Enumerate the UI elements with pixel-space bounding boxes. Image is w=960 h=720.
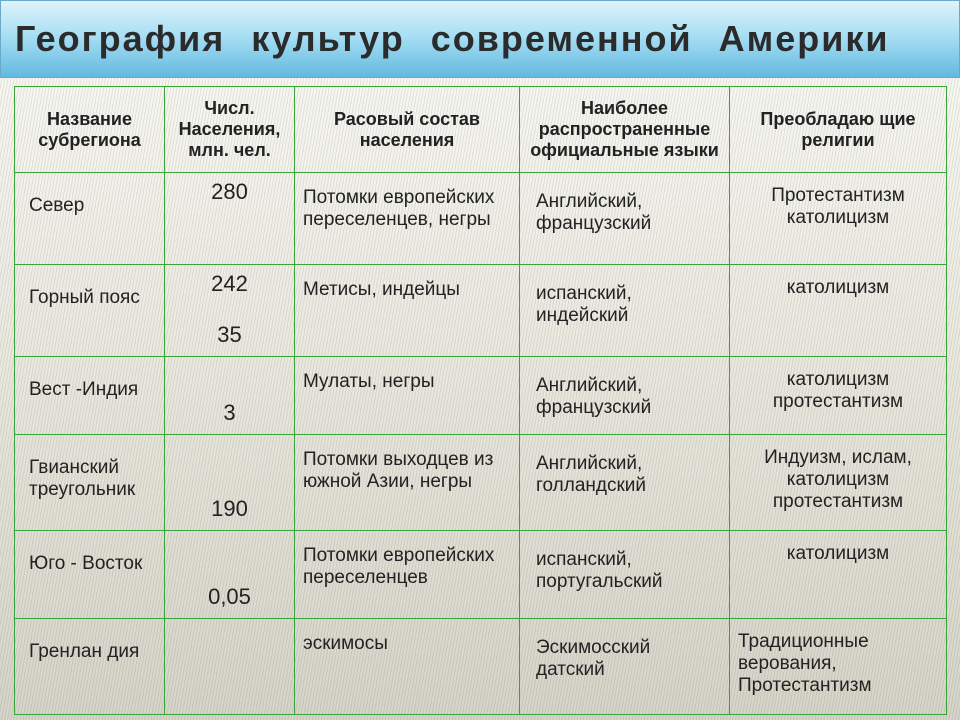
table-header-row: Название субрегиона Числ. Населения, млн… [15,87,947,173]
table-row: Север 280 Потомки европейских переселенц… [15,173,947,265]
pop-top: 242 [173,271,286,297]
cell-lang: Английский, голландский [520,435,730,531]
table-row: Горный пояс 242 35 Метисы, индейцы испан… [15,265,947,357]
cell-pop: 0,05 [165,531,295,619]
col-header-pop: Числ. Населения, млн. чел. [165,87,295,173]
cell-lang: испанский, индейский [520,265,730,357]
cell-lang: Английский, французский [520,357,730,435]
cell-pop [165,619,295,715]
pop-bottom: 0,05 [173,584,286,610]
cell-race: Метисы, индейцы [295,265,520,357]
cell-religion: католицизм [730,531,947,619]
cell-pop: 280 [165,173,295,265]
cell-lang: испанский, португальский [520,531,730,619]
title-bar: География культур современной Америки [0,0,960,78]
subregions-table: Название субрегиона Числ. Населения, млн… [14,86,947,715]
col-header-name: Название субрегиона [15,87,165,173]
table-row: Гренлан дия эскимосы Эскимосский датский… [15,619,947,715]
cell-name: Горный пояс [15,265,165,357]
cell-race: Мулаты, негры [295,357,520,435]
col-header-religion: Преобладаю щие религии [730,87,947,173]
cell-pop: 242 35 [165,265,295,357]
pop-bottom: 190 [173,496,286,522]
table-row: Юго - Восток 0,05 Потомки европейских пе… [15,531,947,619]
cell-pop: 190 [165,435,295,531]
pop-bottom: 3 [173,400,286,426]
cell-race: Потомки европейских переселенцев [295,531,520,619]
cell-religion: Традиционные верования, Протестантизм [730,619,947,715]
cell-name: Вест -Индия [15,357,165,435]
col-header-lang: Наиболее распространенные официальные яз… [520,87,730,173]
table-row: Гвианский треугольник 190 Потомки выходц… [15,435,947,531]
cell-lang: Эскимосский датский [520,619,730,715]
cell-lang: Английский, французский [520,173,730,265]
cell-race: Потомки выходцев из южной Азии, негры [295,435,520,531]
table-row: Вест -Индия 3 Мулаты, негры Английский, … [15,357,947,435]
cell-name: Юго - Восток [15,531,165,619]
pop-bottom: 35 [173,322,286,348]
cell-pop: 3 [165,357,295,435]
cell-religion: Индуизм, ислам, католицизм протестантизм [730,435,947,531]
cell-religion: католицизм протестантизм [730,357,947,435]
cell-name: Гвианский треугольник [15,435,165,531]
table-container: Название субрегиона Числ. Населения, млн… [14,86,946,715]
col-header-race: Расовый состав населения [295,87,520,173]
cell-name: Гренлан дия [15,619,165,715]
cell-name: Север [15,173,165,265]
pop-top: 280 [173,179,286,205]
cell-race: эскимосы [295,619,520,715]
cell-religion: Протестантизм католицизм [730,173,947,265]
cell-religion: католицизм [730,265,947,357]
cell-race: Потомки европейских переселенцев, негры [295,173,520,265]
page-title: География культур современной Америки [15,18,890,60]
